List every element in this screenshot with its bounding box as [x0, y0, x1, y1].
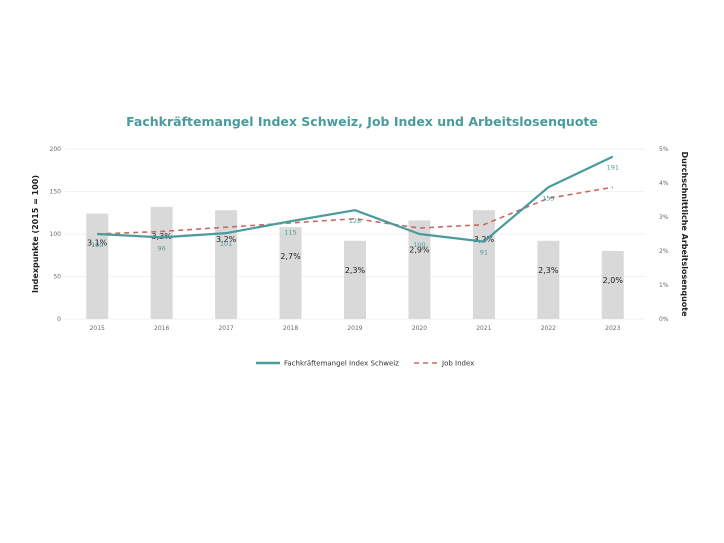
x-tick-label: 2020	[412, 325, 427, 332]
x-tick-label: 2015	[90, 325, 105, 332]
fachkraeftemangel-line	[97, 155, 614, 243]
y-axis-right-ticks: 0% 1% 2% 3% 4% 5%	[659, 146, 669, 323]
bar-value-label: 2,9%	[409, 245, 430, 254]
point-label: 115	[284, 228, 296, 236]
bar-value-label: 3,2%	[216, 235, 237, 244]
x-tick-label: 2023	[605, 325, 620, 332]
point-label: 128	[349, 217, 361, 225]
chart-title: Fachkräftemangel Index Schweiz, Job Inde…	[126, 114, 598, 129]
point-label: 101	[220, 240, 232, 248]
y2-tick-label: 0%	[659, 316, 669, 323]
legend-label: Fachkräftemangel Index Schweiz	[284, 360, 399, 368]
job-index-line	[97, 186, 613, 235]
x-tick-label: 2022	[541, 325, 556, 332]
y2-tick-label: 3%	[659, 214, 669, 221]
point-label: 155	[542, 194, 554, 202]
bar-value-label: 2,0%	[603, 276, 624, 285]
bar	[537, 240, 560, 319]
y-axis-title: Indexpunkte (2015 = 100)	[31, 175, 40, 293]
bar	[601, 251, 624, 319]
point-label: 191	[607, 164, 619, 172]
legend-label: Job Index	[441, 360, 474, 368]
bar	[86, 213, 109, 319]
bar-value-label: 2,3%	[538, 266, 559, 275]
x-axis-ticks: 2015 2016 2017 2018 2019 2020 2021 2022 2023	[90, 325, 621, 332]
bar-value-label: 2,3%	[345, 266, 366, 275]
bar-value-label: 3,2%	[474, 235, 495, 244]
point-labels: 100 96 101 115 128 100 91 155 191	[91, 164, 619, 257]
y-axis-left-ticks: 0 50 100 150 200	[50, 146, 62, 323]
y-tick-label: 100	[50, 231, 62, 238]
bar	[344, 240, 366, 319]
bar-value-label: 3,1%	[87, 239, 108, 248]
y2-axis-title: Durchschnittliche Arbeitslosenquote	[680, 151, 689, 317]
bar-value-label: 2,7%	[280, 252, 301, 261]
bar	[150, 206, 173, 319]
y2-tick-label: 5%	[659, 146, 669, 153]
bar	[279, 227, 302, 319]
y-tick-label: 200	[50, 146, 62, 153]
line-series	[97, 155, 614, 243]
x-tick-label: 2019	[347, 325, 362, 332]
x-tick-label: 2017	[218, 325, 233, 332]
y-tick-label: 0	[57, 316, 61, 323]
legend: Fachkräftemangel Index Schweiz Job Index	[256, 360, 474, 368]
point-label: 91	[480, 249, 488, 257]
point-label: 100	[91, 241, 103, 249]
x-tick-label: 2021	[476, 325, 491, 332]
point-label: 100	[413, 241, 425, 249]
bar	[215, 210, 238, 319]
y-tick-label: 150	[50, 189, 62, 196]
bar	[472, 210, 495, 319]
x-tick-label: 2016	[154, 325, 169, 332]
bar	[408, 220, 431, 319]
x-tick-label: 2018	[283, 325, 298, 332]
point-label: 96	[158, 244, 166, 252]
y2-tick-label: 2%	[659, 248, 669, 255]
y2-tick-label: 4%	[659, 180, 669, 187]
y2-tick-label: 1%	[659, 282, 669, 289]
y-tick-label: 50	[53, 274, 61, 281]
